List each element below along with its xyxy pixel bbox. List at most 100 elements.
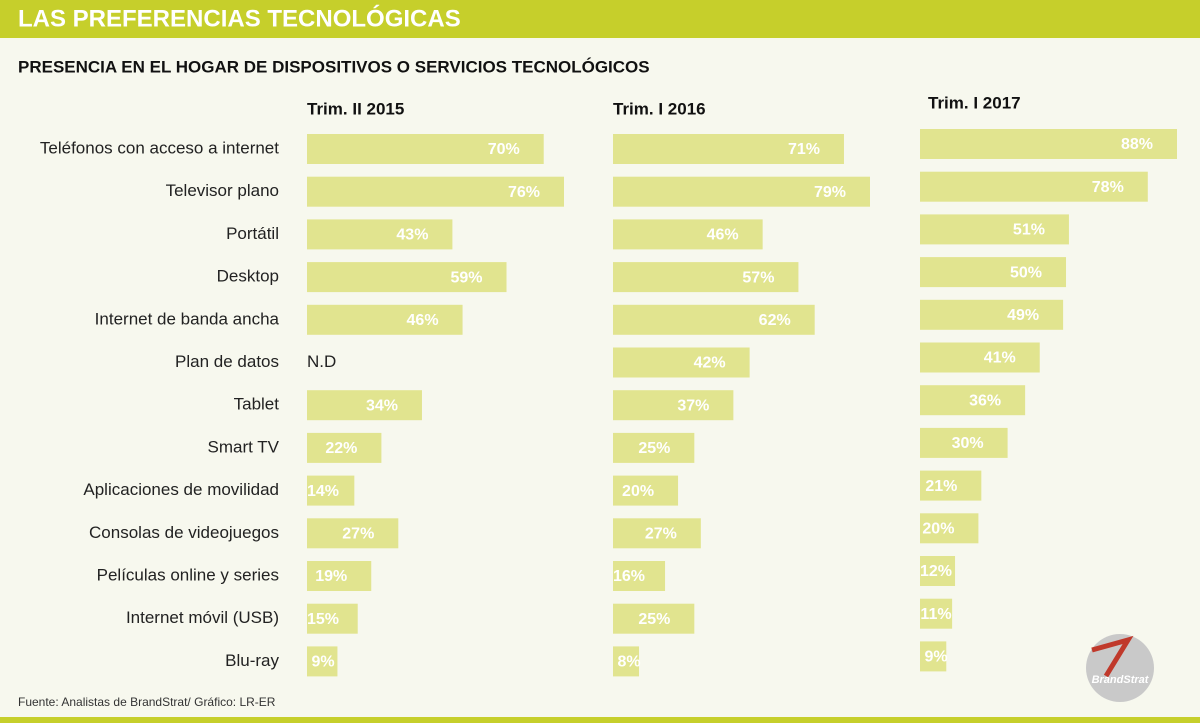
- bar: [920, 641, 947, 672]
- value-label: 36%: [969, 392, 1001, 409]
- value-label: 70%: [488, 141, 520, 158]
- value-label: 21%: [925, 478, 957, 495]
- bar: [307, 603, 358, 634]
- value-label: 27%: [645, 526, 677, 543]
- category-label: Plan de datos: [175, 352, 279, 371]
- bar: [307, 262, 507, 293]
- value-label: 78%: [1092, 179, 1124, 196]
- panel-title: Trim. I 2016: [613, 99, 706, 118]
- bar: [920, 470, 982, 501]
- value-label: 19%: [315, 568, 347, 585]
- value-label: 9%: [924, 649, 947, 666]
- value-label: 37%: [677, 397, 709, 414]
- bar: [613, 219, 763, 250]
- title: LAS PREFERENCIAS TECNOLÓGICAS: [18, 4, 461, 32]
- bar: [613, 646, 640, 677]
- value-label: 22%: [325, 440, 357, 457]
- category-label: Consolas de videojuegos: [89, 523, 279, 542]
- bar: [920, 556, 956, 586]
- bar: [307, 646, 338, 677]
- logo: BrandStrat: [1086, 634, 1154, 702]
- bar: [307, 518, 399, 549]
- category-label: Tablet: [234, 395, 280, 414]
- bar: [613, 518, 701, 549]
- value-label: 43%: [396, 227, 428, 244]
- source: Fuente: Analistas de BrandStrat/ Gráfico…: [18, 695, 276, 709]
- category-label: Televisor plano: [166, 181, 279, 200]
- value-label: 46%: [707, 227, 739, 244]
- value-label: 20%: [922, 521, 954, 538]
- bar: [307, 390, 422, 421]
- category-label: Internet móvil (USB): [126, 608, 279, 627]
- bar: [613, 390, 734, 421]
- value-label: 50%: [1010, 264, 1042, 281]
- value-label: 88%: [1121, 136, 1153, 153]
- bar: [920, 598, 953, 629]
- value-label: 27%: [342, 526, 374, 543]
- logo-text: BrandStrat: [1092, 674, 1150, 686]
- panel-title: Trim. I 2017: [928, 93, 1021, 112]
- logo-circle: [1086, 634, 1154, 702]
- value-label: 34%: [366, 397, 398, 414]
- bar: [920, 214, 1069, 245]
- bar: [920, 129, 1177, 159]
- value-label: 41%: [984, 350, 1016, 367]
- value-label: 30%: [952, 435, 984, 452]
- value-label: 49%: [1007, 307, 1039, 324]
- value-label: N.D: [307, 352, 336, 371]
- bar: [920, 299, 1064, 330]
- value-label: 9%: [311, 654, 334, 671]
- value-label: 51%: [1013, 222, 1045, 239]
- bar: [307, 304, 463, 335]
- header-bar: [0, 0, 1200, 38]
- value-label: 62%: [759, 312, 791, 329]
- value-label: 11%: [920, 606, 951, 623]
- bar: [307, 176, 564, 207]
- value-label: 14%: [307, 483, 339, 500]
- value-label: 8%: [617, 654, 640, 671]
- value-label: 59%: [450, 269, 482, 286]
- footer-bar: [0, 717, 1200, 723]
- value-label: 15%: [307, 611, 339, 628]
- bar: [613, 432, 695, 463]
- value-label: 46%: [407, 312, 439, 329]
- category-label: Desktop: [217, 267, 279, 286]
- value-label: 25%: [638, 440, 670, 457]
- value-label: 57%: [742, 269, 774, 286]
- bar: [307, 432, 382, 463]
- bar: [307, 134, 544, 164]
- bar: [920, 385, 1026, 416]
- bar: [920, 257, 1067, 288]
- category-label: Portátil: [226, 224, 279, 243]
- bar: [920, 427, 1008, 458]
- bar: [613, 176, 870, 207]
- panel-title: Trim. II 2015: [307, 99, 404, 118]
- value-label: 76%: [508, 184, 540, 201]
- category-label: Películas online y series: [97, 565, 279, 584]
- value-label: 20%: [622, 483, 654, 500]
- bar: [307, 475, 355, 506]
- bar: [613, 304, 815, 335]
- bar: [613, 561, 666, 591]
- bar: [613, 603, 695, 634]
- value-label: 71%: [788, 141, 820, 158]
- bar: [920, 513, 979, 544]
- bar: [613, 475, 679, 506]
- category-label: Teléfonos con acceso a internet: [40, 138, 279, 157]
- bar: [920, 171, 1148, 202]
- category-label: Smart TV: [208, 437, 280, 456]
- category-label: Internet de banda ancha: [95, 309, 280, 328]
- value-label: 16%: [613, 568, 645, 585]
- subtitle: PRESENCIA EN EL HOGAR DE DISPOSITIVOS O …: [18, 57, 650, 76]
- bar: [613, 134, 844, 164]
- bar: [307, 561, 372, 591]
- value-label: 42%: [694, 355, 726, 372]
- bar: [920, 342, 1040, 373]
- value-label: 79%: [814, 184, 846, 201]
- bar: [613, 262, 799, 293]
- bar: [613, 347, 750, 378]
- category-label: Aplicaciones de movilidad: [83, 480, 279, 499]
- category-label: Blu-ray: [225, 651, 279, 670]
- logo-arrow: [1091, 635, 1134, 678]
